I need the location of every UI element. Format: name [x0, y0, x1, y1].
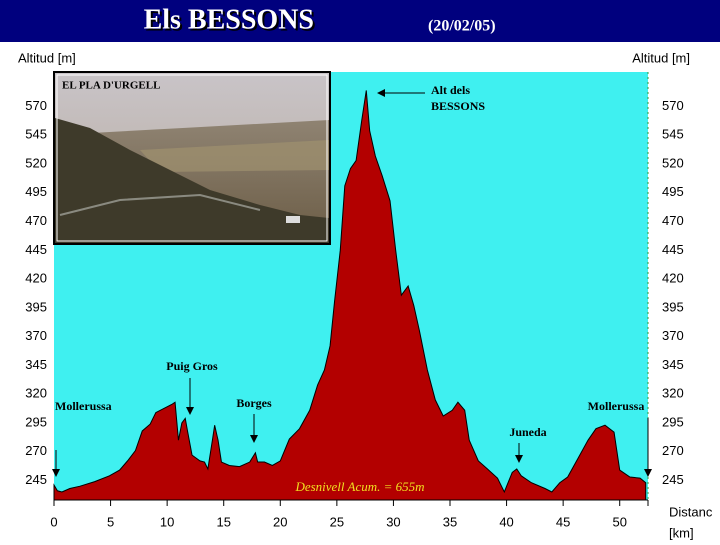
annotation: Mollerussa: [588, 399, 645, 413]
plot: [53, 90, 647, 501]
date: (20/02/05): [428, 18, 496, 35]
title-shadow: Els BESSONS: [146, 6, 316, 37]
title-bar: [0, 0, 720, 42]
annotation: Juneda: [509, 425, 546, 439]
y2-tick-label: 370: [662, 328, 684, 343]
y-tick-label: 395: [25, 299, 47, 314]
annotation: Borges: [236, 396, 272, 410]
x-tick-label: 20: [273, 514, 287, 529]
y2-tick-label: 545: [662, 127, 684, 142]
note: Desnivell Acum. = 655m: [294, 479, 424, 494]
title: Els BESSONS: [144, 4, 314, 35]
x-tick-label: 30: [386, 514, 400, 529]
y2-tick-label: 420: [662, 271, 684, 286]
y2-tick-label: 495: [662, 184, 684, 199]
y2-tick-label: 470: [662, 213, 684, 228]
y-tick-label: 520: [25, 155, 47, 170]
x-tick-label: 5: [107, 514, 114, 529]
y-axis-label: Altitud [m]: [18, 50, 76, 65]
y-tick-label: 545: [25, 127, 47, 142]
y2-tick-label: 445: [662, 242, 684, 257]
y2-tick-label: 295: [662, 414, 684, 429]
y2-tick-label: 395: [662, 299, 684, 314]
x-tick-label: 35: [443, 514, 457, 529]
y2-tick-label: 570: [662, 98, 684, 113]
x-tick-label: 0: [50, 514, 57, 529]
y2-tick-label: 270: [662, 443, 684, 458]
y2-tick-label: 245: [662, 472, 684, 487]
x-tick-label: 15: [216, 514, 230, 529]
y-tick-label: 370: [25, 328, 47, 343]
y-tick-label: 420: [25, 271, 47, 286]
x-tick-label: 10: [160, 514, 174, 529]
inset-photo: EL PLA D'URGELL: [53, 71, 331, 245]
y-tick-label: 345: [25, 357, 47, 372]
x-tick-label: 45: [556, 514, 570, 529]
x-tick-label: 50: [612, 514, 626, 529]
y-tick-label: 270: [25, 443, 47, 458]
x-tick-label: 25: [330, 514, 344, 529]
y-tick-label: 570: [25, 98, 47, 113]
x-axis-label: [km]: [669, 525, 694, 540]
y2-tick-label: 320: [662, 386, 684, 401]
x-tick-label: 40: [499, 514, 513, 529]
y-tick-label: 445: [25, 242, 47, 257]
y2-tick-label: 345: [662, 357, 684, 372]
y-tick-label: 495: [25, 184, 47, 199]
y2-axis-label: Altitud [m]: [632, 50, 690, 65]
y-tick-label: 295: [25, 414, 47, 429]
inset-label: EL PLA D'URGELL: [62, 80, 160, 92]
y-tick-label: 470: [25, 213, 47, 228]
y2-tick-label: 520: [662, 155, 684, 170]
y-tick-label: 245: [25, 472, 47, 487]
y-tick-label: 320: [25, 386, 47, 401]
x-axis-label: Distanc: [669, 504, 713, 519]
elevation-area: [53, 90, 647, 501]
annotation: BESSONS: [431, 99, 485, 113]
annotation: Puig Gros: [166, 359, 218, 373]
annotation: Mollerussa: [55, 399, 112, 413]
annotation: Alt dels: [431, 83, 470, 97]
